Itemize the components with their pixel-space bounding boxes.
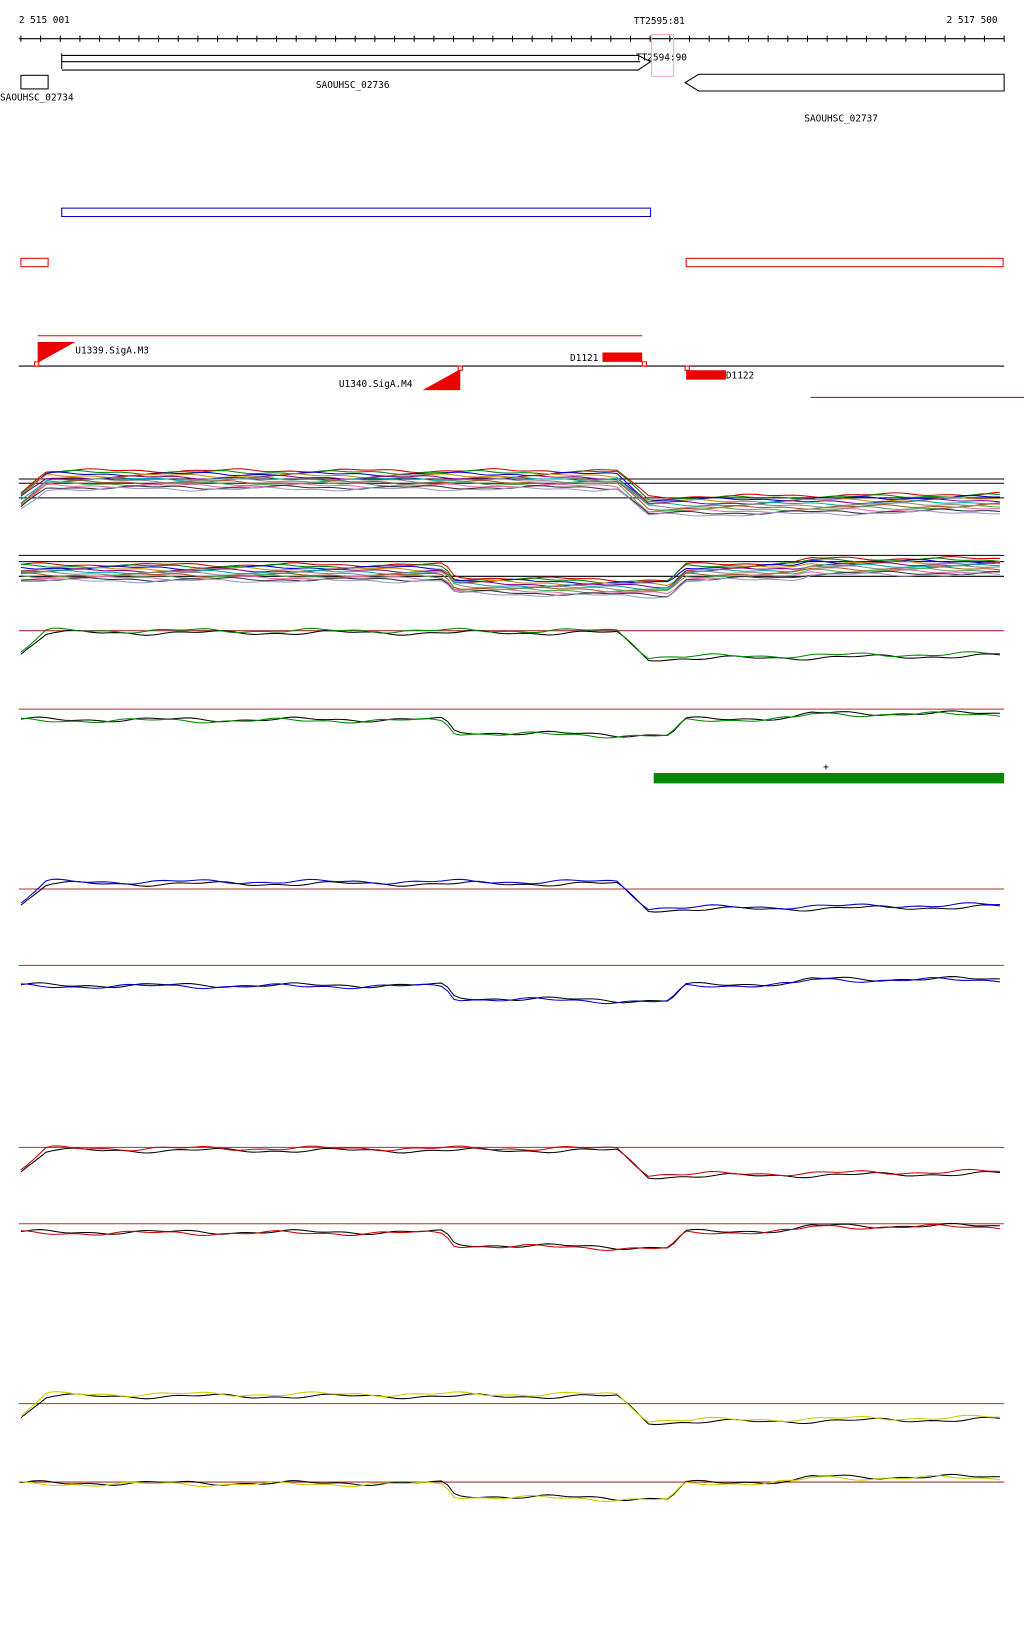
expression-line bbox=[20, 1223, 1001, 1251]
expression-line bbox=[20, 710, 1000, 738]
expression-line bbox=[20, 880, 1000, 913]
expression-tracks bbox=[18, 468, 1005, 1502]
feature-label: U1339.SigA.M3 bbox=[75, 346, 149, 357]
expression-line bbox=[20, 476, 1000, 507]
expression-line bbox=[20, 1474, 1001, 1502]
expression-line bbox=[20, 572, 1000, 599]
promoter bbox=[37, 342, 76, 363]
expression-line bbox=[20, 557, 1000, 584]
expression-line bbox=[20, 483, 1000, 514]
expression-line bbox=[20, 1393, 1000, 1426]
promoter-site bbox=[33, 361, 40, 367]
terminator-box bbox=[651, 33, 675, 77]
expression-line bbox=[20, 1145, 1000, 1177]
gene-label: SAOUHSC_02736 bbox=[316, 80, 390, 91]
feature-bar bbox=[686, 370, 726, 380]
expression-line bbox=[20, 486, 1000, 517]
gene-label: SAOUHSC_02734 bbox=[0, 92, 74, 103]
expression-line bbox=[20, 1147, 1000, 1180]
cds-box bbox=[20, 257, 49, 268]
feature-site bbox=[641, 361, 647, 367]
ruler-end: 2 517 500 bbox=[947, 15, 998, 26]
expression-line bbox=[20, 469, 1000, 501]
ruler-start: 2 515 001 bbox=[19, 15, 70, 26]
feature-label: D1122 bbox=[726, 371, 754, 382]
promoter bbox=[422, 369, 461, 391]
expression-line bbox=[20, 627, 1000, 660]
cds-box bbox=[685, 257, 1004, 268]
expression-line bbox=[20, 479, 1000, 511]
feature-site bbox=[684, 365, 690, 371]
expression-line bbox=[20, 570, 1000, 598]
gene bbox=[20, 74, 49, 90]
gene-arrow bbox=[684, 73, 1005, 92]
feature-label: U1340.SigA.M4 bbox=[339, 379, 413, 390]
expression-line bbox=[20, 471, 1000, 503]
expression-line bbox=[20, 567, 1000, 594]
expression-line bbox=[20, 564, 1000, 592]
feature-bar bbox=[602, 352, 643, 362]
expression-line bbox=[20, 1473, 1000, 1502]
expression-line bbox=[20, 976, 1000, 1004]
expression-line bbox=[20, 878, 1000, 911]
cds-box bbox=[61, 207, 652, 218]
expression-line bbox=[20, 481, 1000, 513]
terminator-label: TT2594:90 bbox=[636, 53, 687, 64]
segment-bar bbox=[653, 772, 1005, 784]
promoter-site bbox=[457, 365, 463, 371]
terminator-label: TT2595:81 bbox=[634, 16, 685, 27]
expression-line bbox=[20, 484, 1000, 515]
expression-line bbox=[20, 629, 1000, 662]
feature-label: D1121 bbox=[570, 353, 599, 364]
gene-label: SAOUHSC_02737 bbox=[804, 113, 878, 124]
ruler-ticks bbox=[20, 35, 1005, 42]
strand-label: + bbox=[823, 762, 829, 773]
expression-line bbox=[20, 562, 1000, 589]
expression-line bbox=[20, 1222, 1000, 1251]
expression-line bbox=[20, 977, 1001, 1005]
expression-line bbox=[20, 711, 1001, 739]
expression-line bbox=[20, 1391, 1000, 1423]
expression-line bbox=[20, 563, 1000, 590]
